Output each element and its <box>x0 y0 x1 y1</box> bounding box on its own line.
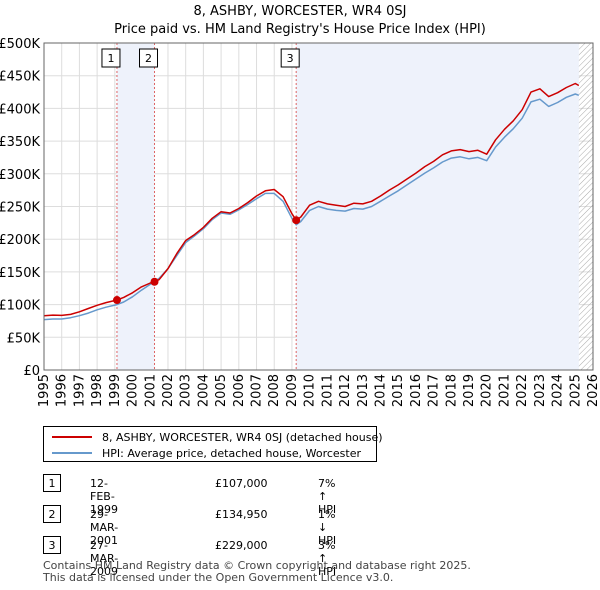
chart-title: 8, ASHBY, WORCESTER, WR4 0SJ <box>194 4 407 19</box>
x-tick-label: 2007 <box>250 374 265 407</box>
y-tick-label: £150K <box>0 266 40 281</box>
property-price-line <box>43 82 580 317</box>
chart-legend: 8, ASHBY, WORCESTER, WR4 0SJ (detached h… <box>43 426 383 462</box>
marker-label-box <box>101 48 121 68</box>
x-tick-label: 2024 <box>551 374 566 407</box>
y-tick-label: £300K <box>0 168 40 183</box>
x-tick-label: 2012 <box>338 374 353 407</box>
x-tick-label: 2000 <box>126 374 141 407</box>
transaction-price: £107,000 <box>215 477 268 490</box>
legend-item-hpi: HPI: Average price, detached house, Worc… <box>44 445 361 461</box>
x-tick-label: 2017 <box>427 374 442 407</box>
x-tick-label: 2025 <box>568 374 583 407</box>
transaction-hpi: 7% ↑ HPI <box>318 477 337 516</box>
x-tick-label: 2006 <box>232 374 247 407</box>
y-tick-label: £50K <box>7 331 41 346</box>
transaction-date: 29-MAR-2001 <box>90 508 119 547</box>
x-tick-label: 1996 <box>55 374 70 407</box>
y-tick-label: £450K <box>0 70 40 85</box>
sale-point <box>150 277 159 286</box>
shaded-region <box>296 43 579 370</box>
x-tick-label: 2002 <box>161 374 176 407</box>
y-tick-label: £200K <box>0 233 40 248</box>
x-tick-label: 2026 <box>586 374 600 407</box>
y-tick-label: £100K <box>0 299 40 314</box>
legend-swatch-property <box>52 436 92 438</box>
legend-swatch-hpi <box>52 452 92 454</box>
legend-item-property: 8, ASHBY, WORCESTER, WR4 0SJ (detached h… <box>44 429 383 445</box>
marker-label: 2 <box>145 52 152 65</box>
transaction-number: 1 <box>43 474 61 492</box>
footer-licence: This data is licensed under the Open Gov… <box>43 571 394 584</box>
legend-label-property: 8, ASHBY, WORCESTER, WR4 0SJ (detached h… <box>102 430 383 444</box>
marker-label: 1 <box>107 52 114 65</box>
transaction-price: £134,950 <box>215 508 268 521</box>
plot-frame <box>43 42 594 371</box>
x-tick-label: 2020 <box>480 374 495 407</box>
x-tick-label: 2015 <box>391 374 406 407</box>
transaction-hpi: 1% ↓ HPI <box>318 508 337 547</box>
transaction-date: 12-FEB-1999 <box>90 477 118 516</box>
x-tick-label: 2010 <box>303 374 318 407</box>
price-chart: 8, ASHBY, WORCESTER, WR4 0SJ Price paid … <box>0 4 600 407</box>
footer-attribution: Contains HM Land Registry data © Crown c… <box>43 560 471 584</box>
shaded-region <box>116 43 155 370</box>
legend-label-hpi: HPI: Average price, detached house, Worc… <box>102 446 362 460</box>
x-tick-label: 2014 <box>373 374 388 407</box>
footer-copyright: Contains HM Land Registry data © Crown c… <box>43 559 471 572</box>
chart-subtitle: Price paid vs. HM Land Registry's House … <box>114 22 486 37</box>
marker-label-box <box>280 48 300 68</box>
x-tick-label: 1995 <box>37 374 52 407</box>
y-tick-label: £400K <box>0 102 40 117</box>
forecast-hatch <box>578 43 593 370</box>
transaction-date: 27-MAR-2009 <box>90 539 119 578</box>
y-tick-label: £350K <box>0 135 40 150</box>
transaction-hpi: 3% ↑ HPI <box>318 539 337 578</box>
x-tick-label: 2008 <box>267 374 282 407</box>
x-tick-label: 2023 <box>533 374 548 407</box>
y-tick-label: £0 <box>23 364 40 379</box>
marker-label: 3 <box>287 52 294 65</box>
x-tick-label: 2003 <box>179 374 194 407</box>
x-tick-label: 2001 <box>143 374 158 407</box>
x-tick-label: 2018 <box>444 374 459 407</box>
x-tick-label: 2016 <box>409 374 424 407</box>
y-tick-label: £250K <box>0 201 40 216</box>
marker-label-box <box>139 48 159 68</box>
x-tick-label: 2013 <box>356 374 371 407</box>
x-tick-label: 2022 <box>515 374 530 407</box>
sale-point <box>112 296 121 305</box>
x-tick-label: 2021 <box>497 374 512 407</box>
transaction-number: 2 <box>43 505 61 523</box>
sale-point <box>292 216 301 225</box>
x-tick-label: 2005 <box>214 374 229 407</box>
hpi-line <box>43 93 580 321</box>
y-tick-label: £500K <box>0 37 40 52</box>
x-tick-label: 1998 <box>90 374 105 407</box>
transaction-number: 3 <box>43 536 61 554</box>
transaction-price: £229,000 <box>215 539 268 552</box>
x-tick-label: 2009 <box>285 374 300 407</box>
x-tick-label: 1997 <box>72 374 87 407</box>
x-tick-label: 1999 <box>108 374 123 407</box>
x-tick-label: 2011 <box>320 374 335 407</box>
x-tick-label: 2004 <box>196 374 211 407</box>
x-tick-label: 2019 <box>462 374 477 407</box>
